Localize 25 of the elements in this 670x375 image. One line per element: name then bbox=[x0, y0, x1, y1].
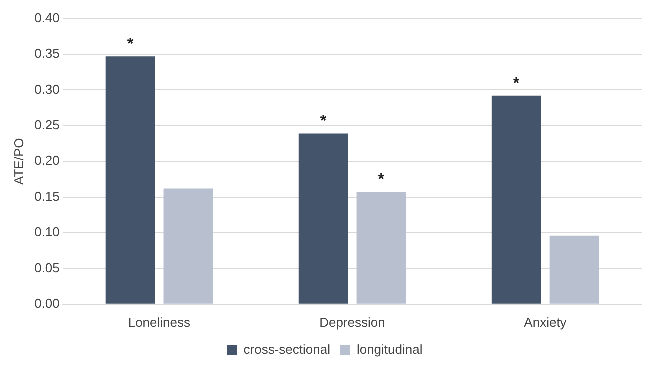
y-tick-label: 0.35 bbox=[34, 46, 60, 62]
x-tick-label: Depression bbox=[320, 314, 386, 330]
y-tick-label: 0.05 bbox=[34, 260, 60, 276]
bar bbox=[492, 96, 542, 304]
bar bbox=[298, 134, 348, 304]
annotation: * bbox=[127, 36, 134, 54]
bar bbox=[356, 192, 406, 304]
y-tick-label: 0.30 bbox=[34, 82, 60, 97]
x-tick-label: Anxiety bbox=[524, 314, 568, 330]
y-tick-label: 0.10 bbox=[34, 224, 60, 240]
bar bbox=[106, 56, 156, 304]
legend-label: longitudinal bbox=[356, 342, 423, 358]
legend-label: cross-sectional bbox=[244, 342, 331, 358]
x-tick-label: Loneliness bbox=[128, 314, 191, 330]
y-tick-label: 0.40 bbox=[34, 10, 60, 26]
bar bbox=[550, 236, 600, 304]
y-tick-label: 0.25 bbox=[34, 117, 60, 132]
y-tick-label: 0.15 bbox=[34, 188, 60, 204]
bar bbox=[164, 188, 213, 304]
annotation: * bbox=[378, 172, 386, 189]
annotation: * bbox=[513, 75, 520, 92]
y-tick-label: 0.20 bbox=[34, 153, 60, 168]
y-axis-title: ATE/PO bbox=[11, 138, 26, 185]
annotation: * bbox=[320, 113, 328, 130]
y-tick-label: 0.00 bbox=[34, 296, 60, 311]
